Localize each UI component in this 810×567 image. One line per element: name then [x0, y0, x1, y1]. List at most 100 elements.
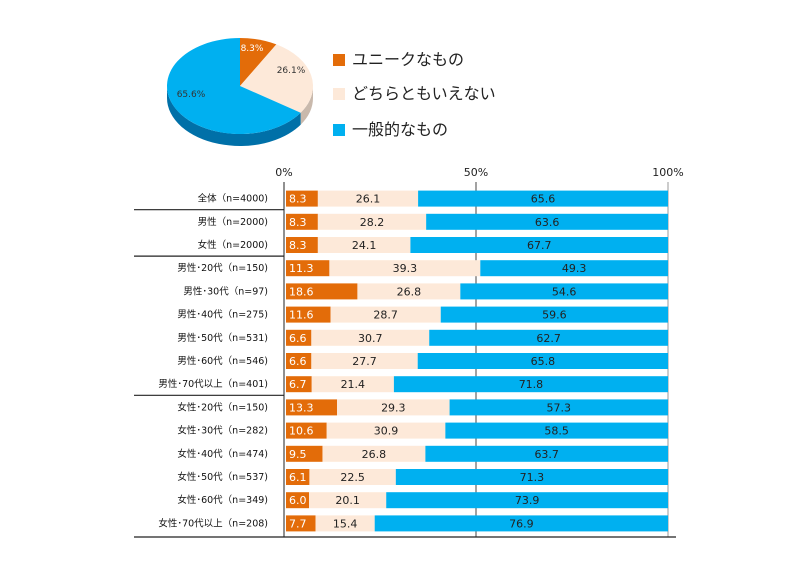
bar-5-series-0	[286, 306, 331, 323]
bar-value-label-0-2: 65.6	[531, 193, 556, 206]
bar-14-series-0	[286, 515, 316, 532]
bar-3-series-2	[480, 260, 668, 277]
bar-value-label-9-1: 29.3	[381, 401, 406, 414]
bar-value-label-10-2: 58.5	[544, 425, 569, 438]
pie-slice-2	[166, 38, 301, 134]
legend-swatch-1	[333, 88, 345, 100]
bar-value-label-8-1: 21.4	[341, 378, 366, 391]
bar-value-label-8-0: 6.7	[289, 378, 307, 391]
category-label-1: 男性（n=2000)	[198, 216, 268, 228]
category-label-7: 男性･60代（n=546)	[177, 355, 268, 367]
bar-value-label-12-2: 71.3	[520, 471, 545, 484]
bar-3-series-1	[329, 260, 481, 277]
bar-12-series-0	[286, 469, 310, 485]
bar-value-label-6-1: 30.7	[358, 332, 383, 345]
bar-value-label-7-0: 6.6	[289, 355, 307, 368]
bar-value-label-3-2: 49.3	[562, 262, 587, 275]
bar-8-series-0	[286, 376, 312, 393]
bar-value-label-11-1: 26.8	[362, 448, 387, 461]
bar-9-series-1	[337, 399, 450, 416]
bar-value-label-14-0: 7.7	[289, 517, 307, 530]
category-label-11: 女性･40代（n=474)	[177, 448, 268, 460]
category-label-8: 男性･70代以上（n=401)	[158, 378, 268, 390]
bar-7-series-2	[417, 353, 668, 369]
bar-0-series-1	[317, 190, 419, 207]
category-label-4: 男性･30代（n=97)	[183, 285, 268, 297]
bar-value-label-6-0: 6.6	[289, 332, 307, 345]
bar-value-label-9-2: 57.3	[547, 401, 572, 414]
pie-side-1	[300, 86, 313, 125]
bar-value-label-13-0: 6.0	[289, 494, 307, 507]
bar-value-label-14-2: 76.9	[509, 517, 534, 530]
legend-swatch-0	[333, 54, 345, 66]
bar-value-label-4-0: 18.6	[289, 285, 314, 298]
legend-label-2: 一般的なもの	[352, 120, 448, 139]
bar-1-series-0	[286, 213, 318, 230]
bar-12-series-2	[395, 469, 668, 485]
pie-label-1: 26.1%	[277, 66, 306, 76]
bar-value-label-0-1: 26.1	[356, 193, 381, 206]
bar-value-label-13-2: 73.9	[515, 494, 540, 507]
bar-value-label-13-1: 20.1	[335, 494, 360, 507]
bar-value-label-5-0: 11.6	[289, 309, 314, 322]
x-tick-label-0: 0%	[275, 166, 292, 179]
category-label-0: 全体（n=4000)	[198, 193, 268, 205]
bar-value-label-12-1: 22.5	[340, 471, 365, 484]
pie-side-2	[166, 86, 301, 146]
bar-4-series-1	[357, 283, 461, 300]
bar-value-label-2-0: 8.3	[289, 239, 307, 252]
bar-2-series-0	[286, 237, 318, 253]
bar-14-series-2	[374, 515, 668, 532]
stacked-bar-chart: 8.3 26.1 65.6 全体（n=4000) 8.3 28.2 63.6 男性（n=200…	[158, 190, 668, 532]
bar-14-series-1	[315, 515, 375, 532]
category-label-9: 女性･20代（n=150)	[177, 401, 268, 413]
bar-4-series-0	[286, 283, 358, 300]
bar-value-label-2-2: 67.7	[527, 239, 552, 252]
bar-10-series-1	[326, 422, 446, 439]
bar-value-label-1-1: 28.2	[360, 216, 385, 229]
bar-value-label-4-1: 26.8	[397, 285, 422, 298]
pie-label-0: 8.3%	[241, 44, 264, 54]
bar-11-series-1	[322, 445, 426, 462]
category-label-14: 女性･70代以上（n=208)	[158, 517, 268, 529]
bar-value-label-10-1: 30.9	[374, 425, 399, 438]
bar-13-series-0	[286, 492, 310, 509]
legend-label-1: どちらともいえない	[352, 84, 496, 103]
bar-value-label-14-1: 15.4	[333, 517, 358, 530]
bar-6-series-2	[429, 329, 668, 346]
pie-slice-0	[240, 38, 277, 86]
bar-11-series-2	[425, 445, 668, 462]
bar-2-series-1	[317, 237, 411, 253]
legend-label-0: ユニークなもの	[352, 50, 464, 69]
bar-6-series-1	[311, 329, 430, 346]
bar-7-series-1	[311, 353, 418, 369]
bar-5-series-1	[330, 306, 441, 323]
bar-value-label-1-2: 63.6	[535, 216, 560, 229]
bar-value-label-10-0: 10.6	[289, 425, 314, 438]
bar-3-series-0	[286, 260, 330, 277]
bar-11-series-0	[286, 445, 323, 462]
pie-chart: 8.3% 26.1% 65.6%	[166, 38, 313, 146]
bar-10-series-0	[286, 422, 327, 439]
bar-2-series-2	[410, 237, 668, 253]
bar-12-series-1	[309, 469, 396, 485]
bar-9-series-2	[449, 399, 668, 416]
pie-label-2: 65.6%	[177, 90, 206, 100]
bar-value-label-12-0: 6.1	[289, 471, 307, 484]
bar-value-label-9-0: 13.3	[289, 401, 314, 414]
bar-9-series-0	[286, 399, 338, 416]
bar-value-label-1-0: 8.3	[289, 216, 307, 229]
bar-value-label-3-1: 39.3	[393, 262, 418, 275]
category-label-3: 男性･20代（n=150)	[177, 262, 268, 274]
bar-8-series-2	[393, 376, 668, 393]
category-label-2: 女性（n=2000)	[198, 239, 268, 251]
bar-6-series-0	[286, 329, 312, 346]
bar-value-label-5-2: 59.6	[542, 309, 567, 322]
bar-value-label-7-2: 65.8	[531, 355, 556, 368]
x-tick-label-1: 50%	[464, 166, 488, 179]
bar-0-series-0	[286, 190, 318, 207]
bar-value-label-11-2: 63.7	[534, 448, 559, 461]
x-tick-label-2: 100%	[652, 166, 683, 179]
